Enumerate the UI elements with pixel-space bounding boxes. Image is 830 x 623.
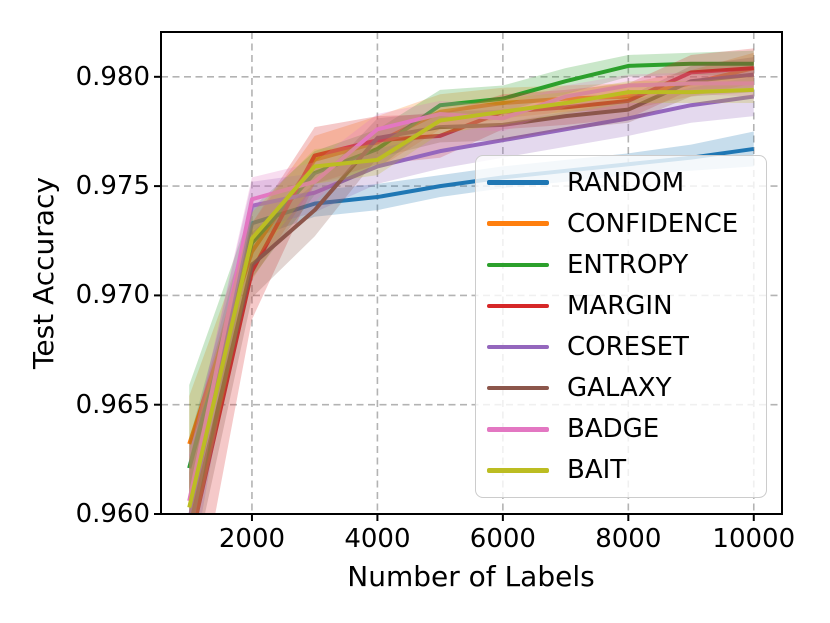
legend-label-bait: BAIT bbox=[567, 455, 627, 486]
xtick-label-4000: 4000 bbox=[344, 524, 411, 554]
line-galaxy bbox=[190, 72, 754, 514]
legend-swatch-bait bbox=[487, 468, 549, 473]
band-galaxy bbox=[189, 57, 754, 514]
ytick-label-0.975: 0.975 bbox=[75, 171, 150, 202]
legend-swatch-confidence bbox=[487, 221, 549, 226]
legend-label-margin: MARGIN bbox=[567, 290, 673, 321]
ytick-label-0.960: 0.960 bbox=[75, 499, 150, 529]
ytick-label-0.970: 0.970 bbox=[75, 280, 150, 311]
legend-swatch-badge bbox=[487, 427, 549, 432]
xtick-label-2000: 2000 bbox=[218, 524, 286, 554]
legend-swatch-random bbox=[487, 180, 549, 185]
line-margin bbox=[194, 66, 754, 514]
legend-item-random: RANDOM bbox=[476, 163, 766, 203]
line-entropy bbox=[187, 61, 754, 469]
legend-label-random: RANDOM bbox=[567, 167, 685, 198]
legend-item-bait: BAIT bbox=[476, 450, 766, 490]
legend-label-coreset: CORESET bbox=[567, 332, 689, 363]
legend-item-coreset: CORESET bbox=[476, 327, 766, 367]
legend-item-badge: BADGE bbox=[476, 409, 766, 449]
legend-item-entropy: ENTROPY bbox=[476, 245, 766, 285]
axes-spines bbox=[160, 31, 783, 515]
legend-swatch-coreset bbox=[487, 344, 549, 350]
line-bait bbox=[187, 87, 754, 508]
band-badge bbox=[189, 70, 754, 514]
y-axis-title: Test Accuracy bbox=[27, 177, 60, 369]
ytick-label-0.965: 0.965 bbox=[75, 389, 150, 420]
legend-label-badge: BADGE bbox=[567, 414, 660, 445]
legend-label-confidence: CONFIDENCE bbox=[567, 208, 739, 239]
ytick-label-0.980: 0.980 bbox=[75, 61, 150, 92]
legend-swatch-entropy bbox=[487, 262, 549, 268]
legend-item-galaxy: GALAXY bbox=[476, 368, 766, 408]
band-confidence bbox=[189, 52, 754, 493]
legend-label-entropy: ENTROPY bbox=[567, 249, 689, 280]
xtick-label-6000: 6000 bbox=[469, 524, 536, 554]
xtick-label-8000: 8000 bbox=[595, 524, 662, 554]
legend-box: RANDOM CONFIDENCE ENTROPY MARGIN CORESET GALA… bbox=[475, 155, 767, 498]
legend-swatch-margin bbox=[487, 303, 549, 309]
x-axis-title: Number of Labels bbox=[347, 560, 595, 593]
legend-label-galaxy: GALAXY bbox=[567, 373, 672, 404]
line-coreset bbox=[188, 94, 755, 514]
legend-item-margin: MARGIN bbox=[476, 286, 766, 326]
legend-item-confidence: CONFIDENCE bbox=[476, 204, 766, 244]
xtick-label-10000: 10000 bbox=[712, 524, 796, 554]
legend-swatch-galaxy bbox=[487, 385, 549, 391]
